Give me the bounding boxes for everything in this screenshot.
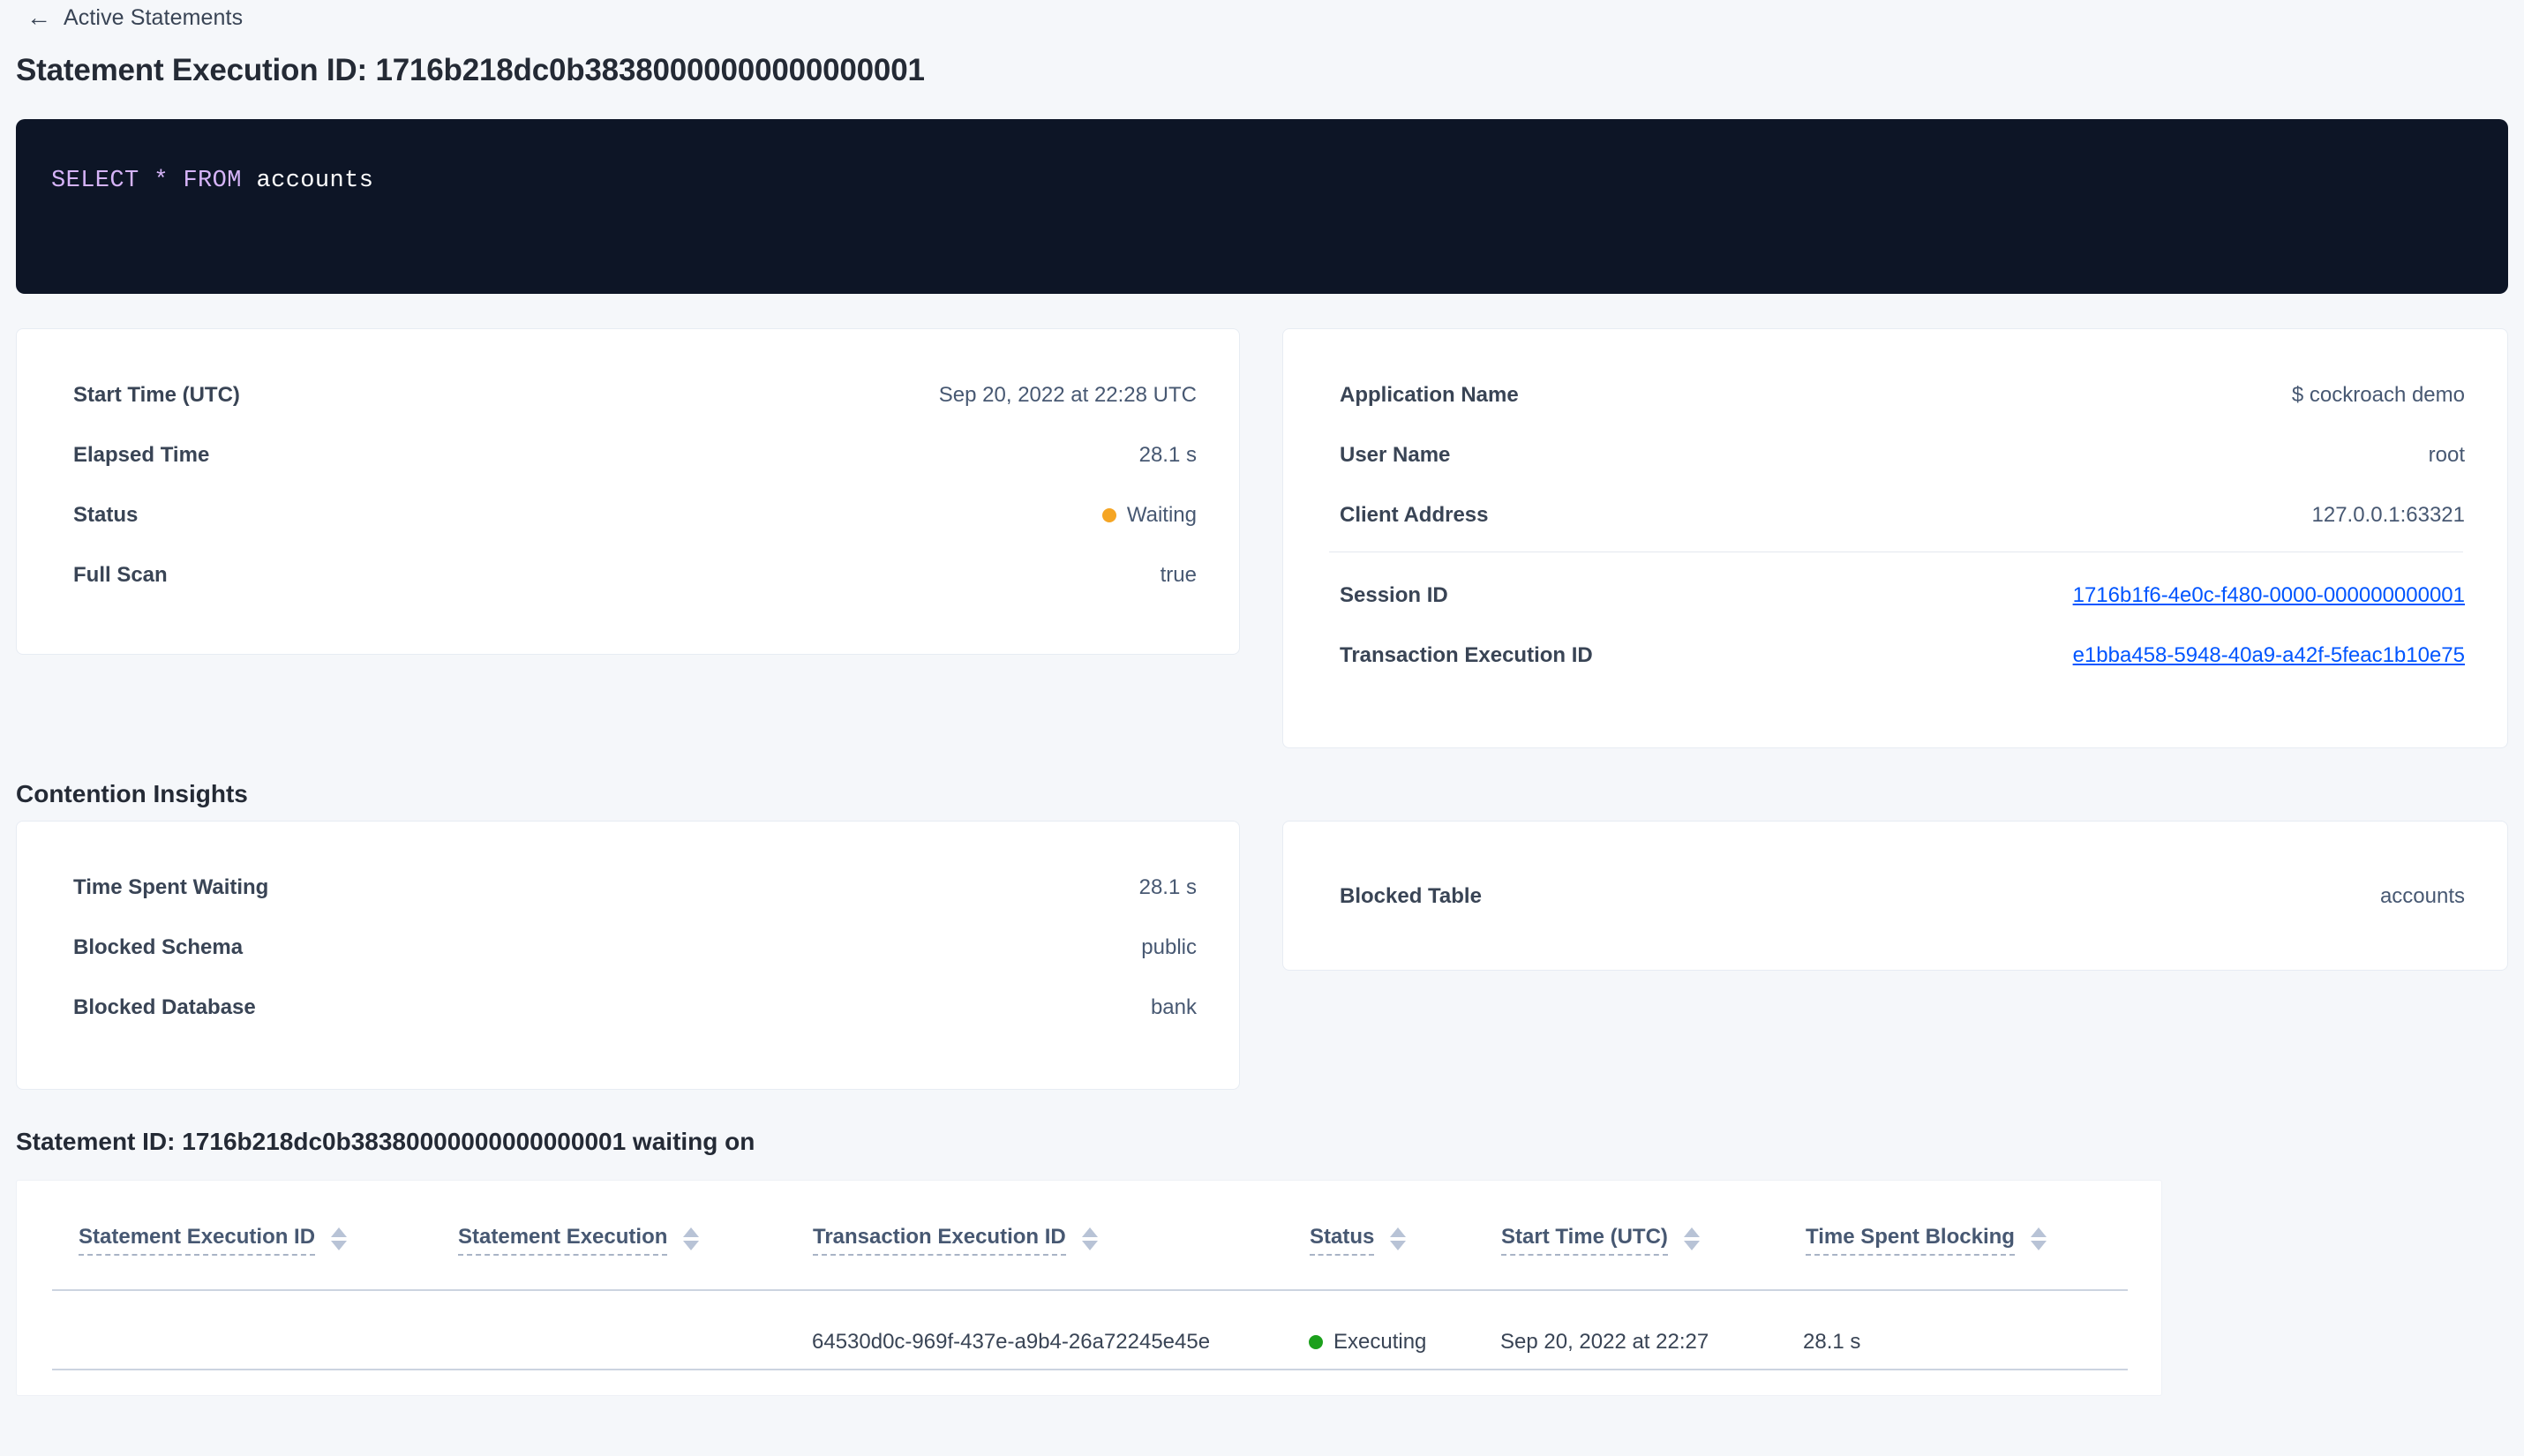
session-row-application-name: Application Name $ cockroach demo xyxy=(1283,378,2507,413)
column-header-label[interactable]: Statement Execution xyxy=(458,1225,668,1256)
contention-value-time-spent-waiting: 28.1 s xyxy=(1138,875,1197,899)
contention-key-blocked-schema: Blocked Schema xyxy=(73,935,244,959)
sort-arrows-icon[interactable] xyxy=(1081,1227,1098,1250)
column-header-label[interactable]: Start Time (UTC) xyxy=(1501,1225,1668,1256)
overview-row-start-time: Start Time (UTC) Sep 20, 2022 at 22:28 U… xyxy=(17,378,1239,413)
contention-row-time-spent-waiting: Time Spent Waiting 28.1 s xyxy=(17,870,1239,905)
contention-key-blocked-table: Blocked Table xyxy=(1340,884,1482,908)
sort-arrows-icon[interactable] xyxy=(683,1227,700,1250)
overview-row-elapsed-time: Elapsed Time 28.1 s xyxy=(17,438,1239,473)
column-header-status[interactable]: Status xyxy=(1310,1225,1407,1256)
status-badge: Waiting xyxy=(1101,503,1197,528)
session-row-client-address: Client Address 127.0.0.1:63321 xyxy=(1283,498,2507,533)
sql-keyword-select: SELECT xyxy=(51,168,139,194)
sort-arrows-icon[interactable] xyxy=(1390,1227,1407,1250)
contention-value-blocked-table: accounts xyxy=(2379,884,2465,908)
contention-right-card: Blocked Table accounts xyxy=(1282,821,2508,971)
session-row-session-id: Session ID 1716b1f6-4e0c-f480-0000-00000… xyxy=(1283,578,2507,613)
page-title: Statement Execution ID: 1716b218dc0b3838… xyxy=(16,53,925,87)
cell-transaction-execution-id: 64530d0c-969f-437e-a9b4-26a72245e45e xyxy=(812,1330,1211,1354)
contention-row-blocked-schema: Blocked Schema public xyxy=(17,930,1239,965)
column-header-statement-execution-id[interactable]: Statement Execution ID xyxy=(79,1225,348,1256)
session-key-transaction-execution-id: Transaction Execution ID xyxy=(1340,643,1593,667)
column-header-label[interactable]: Time Spent Blocking xyxy=(1806,1225,2015,1256)
session-details-card: Application Name $ cockroach demo User N… xyxy=(1282,328,2508,748)
session-value-application-name: $ cockroach demo xyxy=(2291,383,2465,407)
contention-key-time-spent-waiting: Time Spent Waiting xyxy=(73,875,269,899)
session-value-client-address: 127.0.0.1:63321 xyxy=(2311,503,2466,527)
session-id-link[interactable]: 1716b1f6-4e0c-f480-0000-000000000001 xyxy=(2072,583,2465,607)
column-header-label[interactable]: Statement Execution ID xyxy=(79,1225,316,1256)
overview-row-status: Status Waiting xyxy=(17,498,1239,533)
overview-row-full-scan: Full Scan true xyxy=(17,558,1239,593)
contention-row-blocked-database: Blocked Database bank xyxy=(17,990,1239,1025)
column-header-statement-execution[interactable]: Statement Execution xyxy=(458,1225,700,1256)
sql-query-block: SELECT * FROM accounts xyxy=(16,119,2508,294)
overview-value-start-time: Sep 20, 2022 at 22:28 UTC xyxy=(938,383,1197,407)
sort-arrows-icon[interactable] xyxy=(2030,1227,2047,1250)
contention-key-blocked-database: Blocked Database xyxy=(73,995,256,1019)
table-header-rule xyxy=(52,1289,2128,1291)
contention-left-card: Time Spent Waiting 28.1 s Blocked Schema… xyxy=(16,821,1240,1090)
column-header-transaction-execution-id[interactable]: Transaction Execution ID xyxy=(813,1225,1098,1256)
cell-time-spent-blocking: 28.1 s xyxy=(1803,1330,1861,1354)
status-dot-icon xyxy=(1309,1335,1323,1349)
transaction-execution-id-link[interactable]: e1bba458-5948-40a9-a42f-5feac1b10e75 xyxy=(2072,643,2465,667)
sort-arrows-icon[interactable] xyxy=(331,1227,348,1250)
overview-key-full-scan: Full Scan xyxy=(73,563,168,587)
statement-overview-card: Start Time (UTC) Sep 20, 2022 at 22:28 U… xyxy=(16,328,1240,655)
session-key-user-name: User Name xyxy=(1340,443,1451,467)
overview-key-elapsed-time: Elapsed Time xyxy=(73,443,210,467)
sql-query-text: SELECT * FROM accounts xyxy=(51,168,373,194)
column-header-label[interactable]: Status xyxy=(1310,1225,1375,1256)
cell-status: Executing xyxy=(1309,1330,1426,1355)
column-header-start-time[interactable]: Start Time (UTC) xyxy=(1501,1225,1700,1256)
waiting-on-heading: Statement ID: 1716b218dc0b38380000000000… xyxy=(16,1128,755,1155)
session-row-transaction-execution-id: Transaction Execution ID e1bba458-5948-4… xyxy=(1283,638,2507,673)
session-key-session-id: Session ID xyxy=(1340,583,1448,607)
status-badge-label: Waiting xyxy=(1126,503,1197,527)
sort-arrows-icon[interactable] xyxy=(1683,1227,1700,1250)
contention-insights-heading: Contention Insights xyxy=(16,780,248,807)
session-key-client-address: Client Address xyxy=(1340,503,1489,527)
sql-star: * xyxy=(154,168,169,194)
overview-value-full-scan: true xyxy=(1160,563,1197,587)
arrow-left-icon: ← xyxy=(26,4,51,31)
status-dot-icon xyxy=(1101,508,1116,522)
contention-value-blocked-schema: public xyxy=(1141,935,1197,959)
overview-value-elapsed-time: 28.1 s xyxy=(1138,443,1197,467)
column-header-label[interactable]: Transaction Execution ID xyxy=(813,1225,1066,1256)
sql-table-identifier: accounts xyxy=(256,168,374,194)
back-to-active-statements-link[interactable]: ← Active Statements xyxy=(26,2,243,34)
contention-row-blocked-table: Blocked Table accounts xyxy=(1283,879,2507,914)
session-row-user-name: User Name root xyxy=(1283,438,2507,473)
back-link-label: Active Statements xyxy=(64,4,244,30)
overview-key-start-time: Start Time (UTC) xyxy=(73,383,240,407)
sql-keyword-from: FROM xyxy=(183,168,242,194)
overview-key-status: Status xyxy=(73,503,139,527)
cell-start-time: Sep 20, 2022 at 22:27 xyxy=(1500,1330,1709,1354)
contention-value-blocked-database: bank xyxy=(1150,995,1197,1019)
waiting-on-table: Statement Execution ID Statement Executi… xyxy=(16,1180,2162,1396)
column-header-time-spent-blocking[interactable]: Time Spent Blocking xyxy=(1806,1225,2047,1256)
session-key-application-name: Application Name xyxy=(1340,383,1519,407)
session-value-user-name: root xyxy=(2428,443,2465,467)
table-row-rule xyxy=(52,1369,2128,1370)
cell-status-label: Executing xyxy=(1333,1330,1427,1354)
